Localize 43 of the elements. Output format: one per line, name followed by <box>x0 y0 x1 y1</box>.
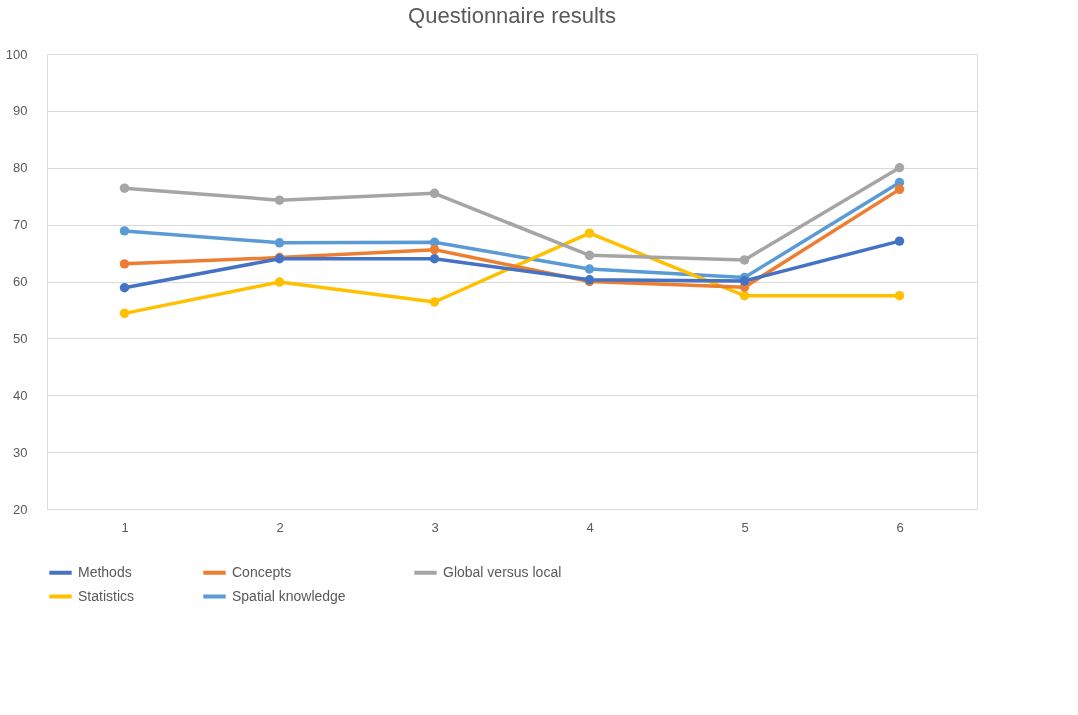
point <box>894 290 905 301</box>
y-tick-label: 90 <box>13 103 28 119</box>
point <box>429 297 440 307</box>
legend-label: Statistics <box>78 587 135 604</box>
point <box>739 255 750 265</box>
y-tick-label: 50 <box>13 330 28 346</box>
point <box>274 238 285 248</box>
point <box>119 183 130 193</box>
point <box>274 277 285 287</box>
point <box>119 308 130 319</box>
chart-title: Questionnaire results <box>408 3 616 28</box>
x-tick-label: 5 <box>741 519 749 535</box>
x-tick-label: 1 <box>121 519 129 535</box>
point <box>584 228 595 238</box>
point <box>894 163 905 173</box>
point <box>429 244 440 255</box>
y-tick-label: 100 <box>5 46 28 62</box>
y-tick-label: 70 <box>13 217 28 233</box>
point <box>584 250 595 261</box>
point <box>119 259 130 269</box>
legend-label: Spatial knowledge <box>232 587 346 604</box>
point <box>739 276 750 286</box>
point <box>584 264 595 274</box>
y-tick-label: 30 <box>13 444 28 460</box>
y-tick-label: 60 <box>13 274 28 289</box>
point <box>274 195 285 205</box>
point <box>119 283 130 293</box>
point <box>739 290 750 301</box>
legend-label: Methods <box>78 563 132 580</box>
point <box>119 226 130 236</box>
x-tick-label: 4 <box>586 519 594 535</box>
x-tick-label: 3 <box>431 519 439 535</box>
point <box>894 184 905 195</box>
y-tick-label: 80 <box>13 160 28 176</box>
point <box>429 254 440 264</box>
y-tick-label: 20 <box>13 501 28 517</box>
y-tick-label: 40 <box>13 387 28 403</box>
point <box>894 236 905 246</box>
x-tick-label: 2 <box>276 519 284 535</box>
legend-label: Global versus local <box>443 563 562 580</box>
x-tick-label: 6 <box>896 519 904 535</box>
legend-label: Concepts <box>232 563 292 580</box>
point <box>429 188 440 199</box>
